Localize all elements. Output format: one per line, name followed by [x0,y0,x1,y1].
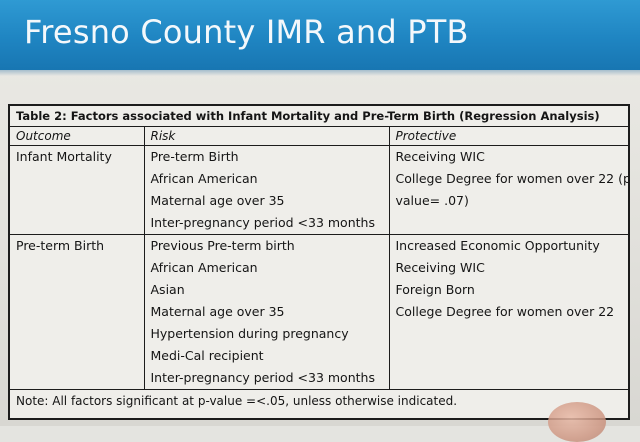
protective-factor: Receiving WIC [395,149,485,164]
outcome-label: Infant Mortality [16,149,112,164]
risk-factor: Inter-pregnancy period <33 months [150,370,375,385]
risk-factor: African American [150,260,258,275]
risk-factor: Maternal age over 35 [150,304,285,319]
risk-factor: African American [150,171,258,186]
risk-factor: Hypertension during pregnancy [150,326,349,341]
risk-factor: Inter-pregnancy period <33 months [150,215,375,230]
protective-cell: Receiving WIC College Degree for women o… [388,145,629,235]
protective-factor: value= .07) [395,193,469,208]
table-note-row: Note: All factors significant at p-value… [10,389,629,414]
header-outcome: Outcome [10,126,145,146]
outcome-label: Pre-term Birth [16,238,105,253]
protective-factor: College Degree for women over 22 [395,304,615,319]
factors-table: Table 2: Factors associated with Infant … [8,104,630,420]
risk-cell: Previous Pre-term birth African American… [143,234,390,390]
protective-factor: Increased Economic Opportunity [395,238,600,253]
presenter-hand [548,402,606,442]
risk-factor: Previous Pre-term birth [150,238,295,253]
risk-factor: Pre-term Birth [150,149,239,164]
title-band: Fresno County IMR and PTB [0,0,640,76]
table-caption-row: Table 2: Factors associated with Infant … [10,106,629,127]
table-row: Pre-term Birth Previous Pre-term birth A… [10,234,629,390]
header-risk: Risk [143,126,390,146]
table-header-row: Outcome Risk Protective [10,126,629,146]
outcome-cell: Pre-term Birth [10,234,145,390]
risk-factor: Asian [150,282,185,297]
protective-factor: Receiving WIC [395,260,485,275]
protective-cell: Increased Economic Opportunity Receiving… [388,234,629,390]
slide-title: Fresno County IMR and PTB [24,13,469,51]
regression-table: Table 2: Factors associated with Infant … [10,106,629,414]
header-protective: Protective [388,126,629,146]
outcome-cell: Infant Mortality [10,145,145,235]
table-caption: Table 2: Factors associated with Infant … [10,106,629,127]
protective-factor: Foreign Born [395,282,475,297]
table-note: Note: All factors significant at p-value… [10,389,629,414]
risk-factor: Medi-Cal recipient [150,348,264,363]
risk-cell: Pre-term Birth African American Maternal… [143,145,390,235]
table-row: Infant Mortality Pre-term Birth African … [10,145,629,235]
risk-factor: Maternal age over 35 [150,193,285,208]
protective-factor: College Degree for women over 22 (p- [395,171,629,186]
